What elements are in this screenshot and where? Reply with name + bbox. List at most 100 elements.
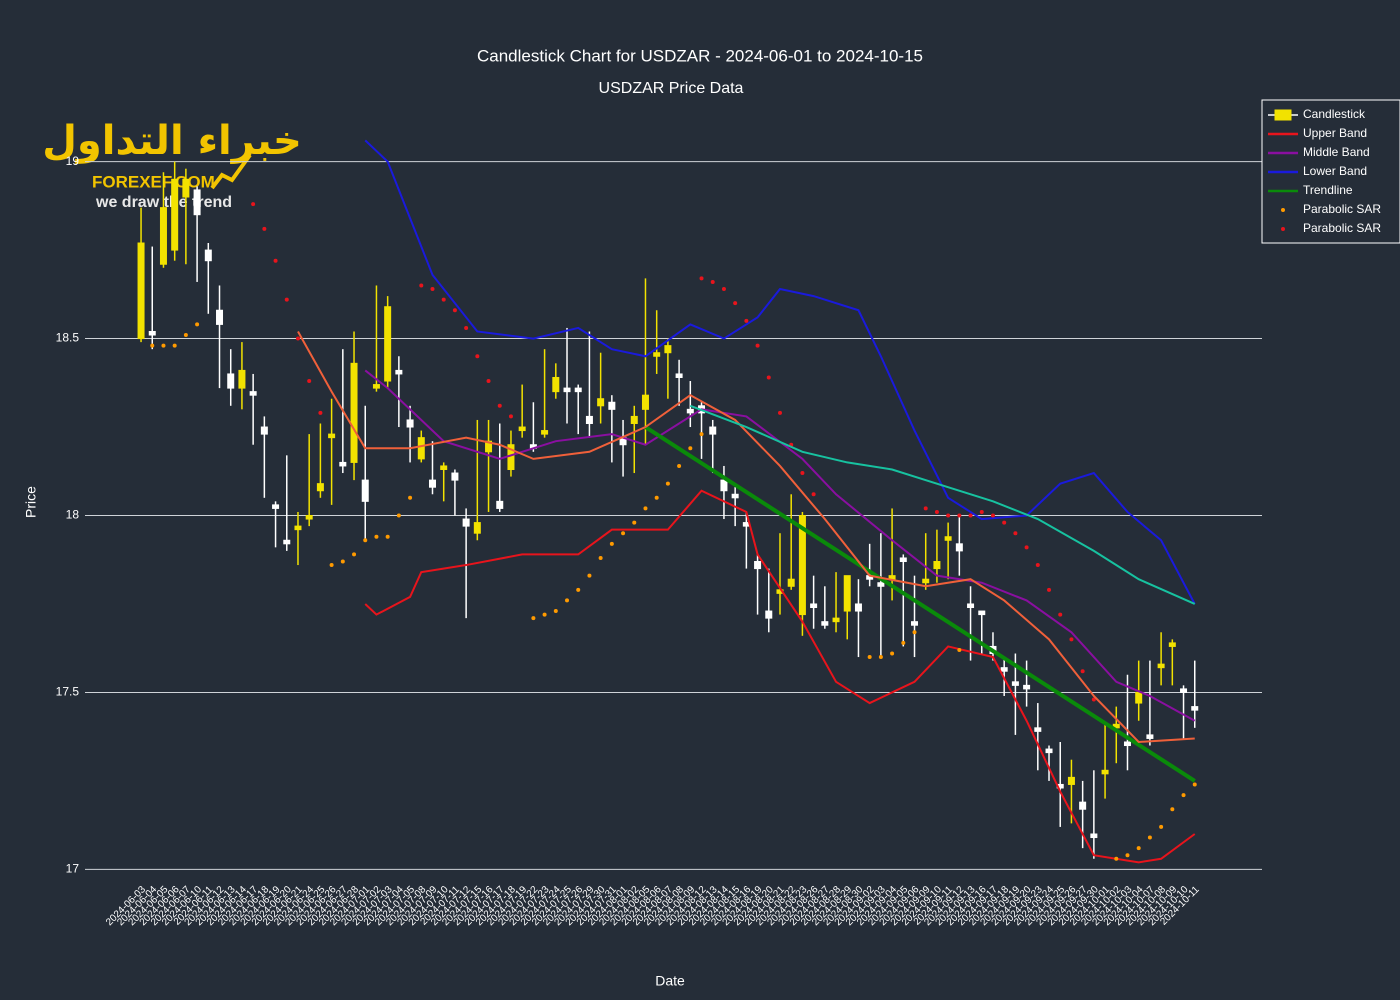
candle-body	[552, 376, 560, 393]
sar-dot	[565, 598, 570, 603]
candle-body	[451, 472, 459, 481]
legend-label: Upper Band	[1303, 126, 1367, 140]
sar-dot	[284, 297, 289, 302]
candle-body	[787, 578, 795, 587]
sar-dot	[643, 506, 648, 511]
y-tick-label: 17	[66, 862, 80, 876]
sar-dot	[654, 495, 659, 500]
candle-body	[328, 433, 336, 439]
candle-body	[597, 398, 605, 407]
candle-body	[933, 561, 941, 570]
x-axis-title: Date	[655, 973, 685, 989]
legend-label: Candlestick	[1303, 107, 1366, 121]
candle-body	[428, 479, 436, 488]
candle-body	[1000, 667, 1008, 672]
sar-dot	[340, 559, 345, 564]
sar-dot	[923, 506, 928, 511]
candle-body	[496, 500, 504, 509]
candle-body	[843, 575, 851, 612]
logo-arrow	[210, 153, 252, 190]
sar-dot	[710, 279, 715, 284]
y-axis-title: Price	[23, 486, 39, 518]
candle-body	[294, 525, 302, 531]
sar-dot	[1147, 835, 1152, 840]
candle-body	[709, 426, 717, 435]
candle-body	[193, 189, 201, 216]
sar-dot	[744, 318, 749, 323]
sar-dot	[800, 471, 805, 476]
legend-label: Lower Band	[1303, 164, 1367, 178]
candle-body	[350, 362, 358, 463]
sar-dot	[452, 308, 457, 313]
y-tick-label: 17.5	[56, 685, 80, 699]
sar-dot	[441, 297, 446, 302]
sar-dot	[766, 375, 771, 380]
candle-body	[305, 515, 313, 520]
sar-dot	[1080, 669, 1085, 674]
candle-body	[182, 178, 190, 198]
sar-dot	[396, 513, 401, 518]
candle-body	[1168, 642, 1176, 647]
candle-body	[608, 401, 616, 410]
sar-dot	[1091, 697, 1096, 702]
legend-swatch	[1274, 109, 1292, 121]
candle-body	[473, 522, 481, 534]
candle-body	[395, 369, 403, 375]
y-tick-label: 19	[66, 154, 80, 168]
sar-dot	[990, 513, 995, 518]
sar-dot	[1192, 782, 1197, 787]
sar-dot	[497, 403, 502, 408]
legend-swatch	[1281, 227, 1285, 231]
chart-title: Candlestick Chart for USDZAR - 2024-06-0…	[477, 46, 923, 65]
candle-body	[854, 603, 862, 612]
candle-body	[641, 394, 649, 410]
sar-dot	[553, 609, 558, 614]
sar-dot	[1136, 846, 1141, 851]
candle-body	[664, 345, 672, 354]
sar-dot	[665, 481, 670, 486]
candle-body	[171, 178, 179, 251]
candle-body	[316, 483, 324, 492]
sar-dot	[677, 463, 682, 468]
candle-body	[978, 610, 986, 616]
candle-body	[440, 465, 448, 470]
legend-label: Parabolic SAR	[1303, 221, 1381, 235]
sar-dot	[475, 354, 480, 359]
sar-dot	[542, 612, 547, 617]
candle-body	[1146, 734, 1154, 739]
logo-arabic: خبراء التداول	[42, 118, 302, 164]
sar-dot	[531, 616, 536, 621]
sar-dot	[1058, 612, 1063, 617]
sar-dot	[934, 509, 939, 514]
candle-body	[339, 461, 347, 467]
sar-dot	[430, 287, 435, 292]
candle-body	[1023, 684, 1031, 690]
sar-dot	[1159, 824, 1164, 829]
candle-body	[630, 415, 638, 424]
candle-body	[686, 408, 694, 414]
sar-dot	[699, 276, 704, 281]
sar-dot	[755, 343, 760, 348]
y-tick-label: 18	[66, 508, 80, 522]
sar-dot	[1125, 853, 1130, 858]
sar-dot	[609, 541, 614, 546]
candle-body	[1191, 706, 1199, 711]
sar-dot	[374, 534, 379, 539]
sar-dot	[699, 432, 704, 437]
sar-dot	[733, 301, 738, 306]
candle-body	[563, 387, 571, 393]
sar-dot	[957, 647, 962, 652]
candle-body	[1011, 681, 1019, 686]
sar-dot	[318, 410, 323, 415]
sar-dot	[273, 258, 278, 263]
candle-body	[227, 373, 235, 389]
y-tick-label: 18.5	[56, 331, 80, 345]
sar-dot	[464, 325, 469, 330]
sar-dot	[946, 513, 951, 518]
sar-dot	[979, 509, 984, 514]
sar-dot	[172, 343, 177, 348]
sar-dot	[295, 336, 300, 341]
series-line	[644, 425, 1196, 783]
